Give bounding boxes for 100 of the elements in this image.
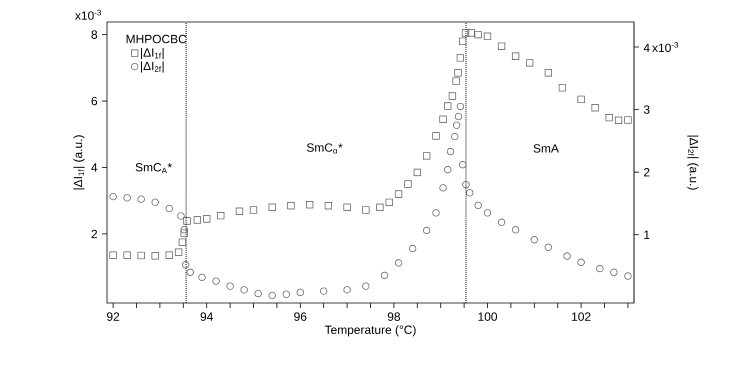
point [454,112,462,120]
point [183,217,191,225]
point [456,102,464,110]
point [250,206,258,214]
point [614,116,622,124]
point [467,29,475,37]
point [444,102,452,110]
x-tick-label: 100 [478,312,498,321]
point [544,69,552,76]
y-tick-label: 2 [92,230,98,238]
point [217,212,224,220]
legend-title: MHPOCBC [126,34,186,44]
x-tick-label: 98 [388,312,400,321]
annotation: SmC$_{α}$* [306,143,343,154]
point [296,288,304,296]
point [444,166,452,174]
point [166,204,173,212]
point [268,292,276,300]
text: x10$^{-3}$ [75,10,101,20]
x-axis-title: Temperature (°C) [324,325,416,336]
point [439,116,447,123]
point [577,96,585,104]
point [180,230,188,237]
point [343,286,351,294]
point [394,190,402,198]
y2-axis-title: |ΔI$_{2f}$| (a.u.) [687,136,698,190]
point [404,180,412,188]
point [624,116,632,124]
point [324,202,332,210]
point [362,282,370,290]
point [606,114,613,122]
point [123,252,131,259]
point [474,30,482,38]
point [544,244,552,251]
point [320,287,328,295]
point [240,286,248,294]
point [152,252,159,260]
point [456,54,464,62]
point [182,261,190,268]
point [452,122,460,129]
point [624,272,632,280]
y-tick-label: 8 [91,30,98,39]
point [198,274,206,281]
point [226,282,234,290]
point [452,77,460,85]
point [423,226,430,234]
x-tick-label: 92 [107,312,120,321]
point [448,92,456,100]
point [512,52,520,60]
point [498,218,506,226]
y2-tick-label: 4 [644,44,650,52]
point [610,268,618,276]
point [484,209,492,217]
text: x10$^{-3}$ [652,42,678,52]
point [268,204,276,211]
x-tick-label: 96 [294,312,306,321]
point [466,189,474,196]
point [526,59,534,66]
point [423,152,430,160]
point [254,290,262,298]
point [306,201,314,208]
point [109,252,117,259]
y-tick-label: 4 [91,163,98,172]
point [432,132,440,140]
point [408,244,416,252]
point [138,252,145,260]
point [454,69,462,76]
point [563,252,571,260]
point [236,208,244,215]
legend-label: |ΔI$_{1f}$| [141,48,164,60]
point [592,104,599,112]
point [462,181,470,188]
y-tick-label: 6 [92,96,98,106]
point [194,216,201,224]
y-axis-title: |ΔI$_{1f}$| (a.u.) [73,135,85,190]
y2-tick-label: 2 [644,168,650,176]
point [380,272,388,280]
point [138,195,145,203]
point [203,215,210,223]
y2-tick-label: 1 [644,230,650,239]
annotation: SmC$_{A}$* [136,163,172,174]
point [178,238,186,246]
point [512,226,520,234]
point [558,84,566,92]
point [177,212,185,220]
point [577,258,585,266]
legend-label: |ΔI$_{2f}$| [141,61,164,73]
point [451,132,458,140]
point [394,259,402,267]
point [152,198,159,206]
point [109,192,117,200]
x-tick-label: 102 [572,312,590,321]
point [282,290,290,298]
point [596,264,604,272]
point [530,236,538,244]
point [376,204,384,211]
point [343,204,351,211]
point [362,206,370,214]
point [180,226,188,234]
annotation: SmA [534,144,559,153]
